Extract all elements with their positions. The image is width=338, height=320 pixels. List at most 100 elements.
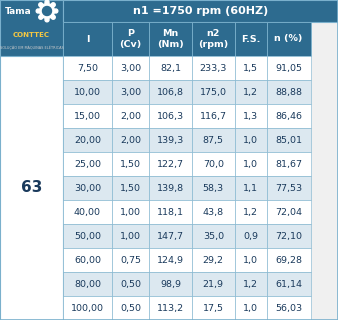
Bar — [266, 152, 311, 176]
Text: 82,1: 82,1 — [160, 63, 181, 73]
Bar — [192, 296, 235, 320]
Text: 80,00: 80,00 — [74, 279, 101, 289]
Text: 29,2: 29,2 — [203, 255, 224, 265]
Text: 113,2: 113,2 — [157, 303, 184, 313]
Circle shape — [43, 6, 51, 15]
Text: n1 =1750 rpm (60HZ): n1 =1750 rpm (60HZ) — [133, 6, 268, 16]
Text: 7,50: 7,50 — [77, 63, 98, 73]
Text: 1,00: 1,00 — [120, 231, 141, 241]
Text: 2,00: 2,00 — [120, 135, 141, 145]
Bar — [235, 248, 266, 272]
Text: 58,3: 58,3 — [203, 183, 224, 193]
Bar — [149, 296, 192, 320]
Text: 106,3: 106,3 — [157, 111, 184, 121]
Text: 116,7: 116,7 — [200, 111, 227, 121]
Text: 72,10: 72,10 — [275, 231, 302, 241]
Text: 85,01: 85,01 — [275, 135, 302, 145]
Text: 60,00: 60,00 — [74, 255, 101, 265]
Text: 3,00: 3,00 — [120, 87, 141, 97]
Bar — [112, 22, 149, 56]
Text: 0,9: 0,9 — [243, 231, 258, 241]
Bar — [149, 104, 192, 128]
Bar — [192, 128, 235, 152]
Text: 0,50: 0,50 — [120, 303, 141, 313]
Bar — [192, 176, 235, 200]
Bar — [149, 224, 192, 248]
Text: 17,5: 17,5 — [203, 303, 224, 313]
Bar — [235, 296, 266, 320]
Bar — [112, 224, 149, 248]
Bar — [149, 200, 192, 224]
Text: 233,3: 233,3 — [200, 63, 227, 73]
Text: 1,50: 1,50 — [120, 159, 141, 169]
Text: 175,0: 175,0 — [200, 87, 227, 97]
Text: 30,00: 30,00 — [74, 183, 101, 193]
Text: 50,00: 50,00 — [74, 231, 101, 241]
Circle shape — [45, 9, 49, 13]
Bar — [63, 176, 112, 200]
Text: 3,00: 3,00 — [120, 63, 141, 73]
Text: 77,53: 77,53 — [275, 183, 302, 193]
Bar — [63, 22, 112, 56]
Bar — [63, 296, 112, 320]
Bar — [0, 0, 63, 320]
Text: n (%): n (%) — [274, 35, 303, 44]
Bar — [192, 104, 235, 128]
Text: 43,8: 43,8 — [203, 207, 224, 217]
Text: 81,67: 81,67 — [275, 159, 302, 169]
Bar — [235, 200, 266, 224]
Text: 1,2: 1,2 — [243, 279, 258, 289]
Text: 35,0: 35,0 — [203, 231, 224, 241]
Text: 118,1: 118,1 — [157, 207, 184, 217]
Text: 1,5: 1,5 — [243, 63, 258, 73]
Circle shape — [40, 4, 54, 19]
Text: 20,00: 20,00 — [74, 135, 101, 145]
Bar — [192, 22, 235, 56]
Bar — [112, 296, 149, 320]
Bar — [63, 224, 112, 248]
Bar — [235, 152, 266, 176]
Text: 1,3: 1,3 — [243, 111, 258, 121]
Text: 87,5: 87,5 — [203, 135, 224, 145]
Circle shape — [51, 3, 55, 7]
Text: SOLUÇÃO EM MÁQUINAS ELÉTRICAS: SOLUÇÃO EM MÁQUINAS ELÉTRICAS — [0, 45, 64, 50]
Bar — [235, 272, 266, 296]
Bar — [192, 56, 235, 80]
Bar — [266, 176, 311, 200]
Bar — [235, 176, 266, 200]
Bar — [266, 22, 311, 56]
Bar — [63, 248, 112, 272]
Text: 0,75: 0,75 — [120, 255, 141, 265]
Bar — [192, 272, 235, 296]
Bar — [235, 104, 266, 128]
Text: 25,00: 25,00 — [74, 159, 101, 169]
Text: 61,14: 61,14 — [275, 279, 302, 289]
Bar — [149, 56, 192, 80]
Bar — [63, 272, 112, 296]
Bar — [266, 224, 311, 248]
Bar — [192, 80, 235, 104]
Bar — [149, 128, 192, 152]
Circle shape — [45, 18, 49, 22]
Text: 147,7: 147,7 — [157, 231, 184, 241]
Bar — [235, 22, 266, 56]
Circle shape — [39, 15, 43, 19]
Text: 1,00: 1,00 — [120, 207, 141, 217]
Text: 106,8: 106,8 — [157, 87, 184, 97]
Bar — [192, 152, 235, 176]
Text: F.S.: F.S. — [241, 35, 260, 44]
Bar — [112, 248, 149, 272]
Bar — [63, 104, 112, 128]
Bar — [235, 80, 266, 104]
Circle shape — [39, 3, 43, 7]
Bar — [266, 200, 311, 224]
Bar — [63, 128, 112, 152]
Bar — [235, 56, 266, 80]
Bar — [112, 104, 149, 128]
Text: 1,0: 1,0 — [243, 303, 258, 313]
Bar — [63, 200, 112, 224]
Bar — [192, 200, 235, 224]
Text: Tama: Tama — [5, 6, 32, 15]
Text: I: I — [86, 35, 89, 44]
Text: 124,9: 124,9 — [157, 255, 184, 265]
